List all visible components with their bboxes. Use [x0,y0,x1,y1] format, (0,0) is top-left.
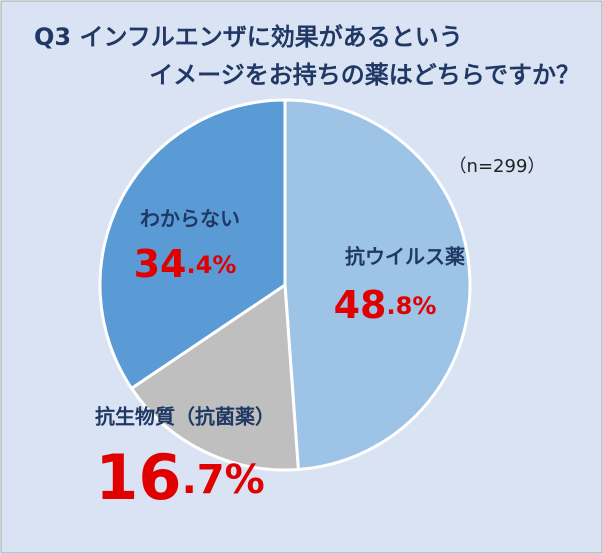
pie-slice [129,282,300,472]
slice-label: 抗生物質（抗菌薬） [95,405,275,429]
slice-label: 抗ウイルス薬 [345,245,465,269]
pie-slice [98,98,287,391]
value-label: 48.8% [334,283,437,327]
value-label: 16.7% [95,441,264,514]
value-label: 34.4% [134,242,237,286]
chart-title-line: Q3 インフルエンザに効果があるという [34,23,463,51]
chart-title-line: イメージをお持ちの薬はどちらですか？ [149,61,580,89]
pie-slice [283,98,472,472]
sample-size: （n=299） [449,156,546,177]
slice-label: わからない [140,207,240,231]
